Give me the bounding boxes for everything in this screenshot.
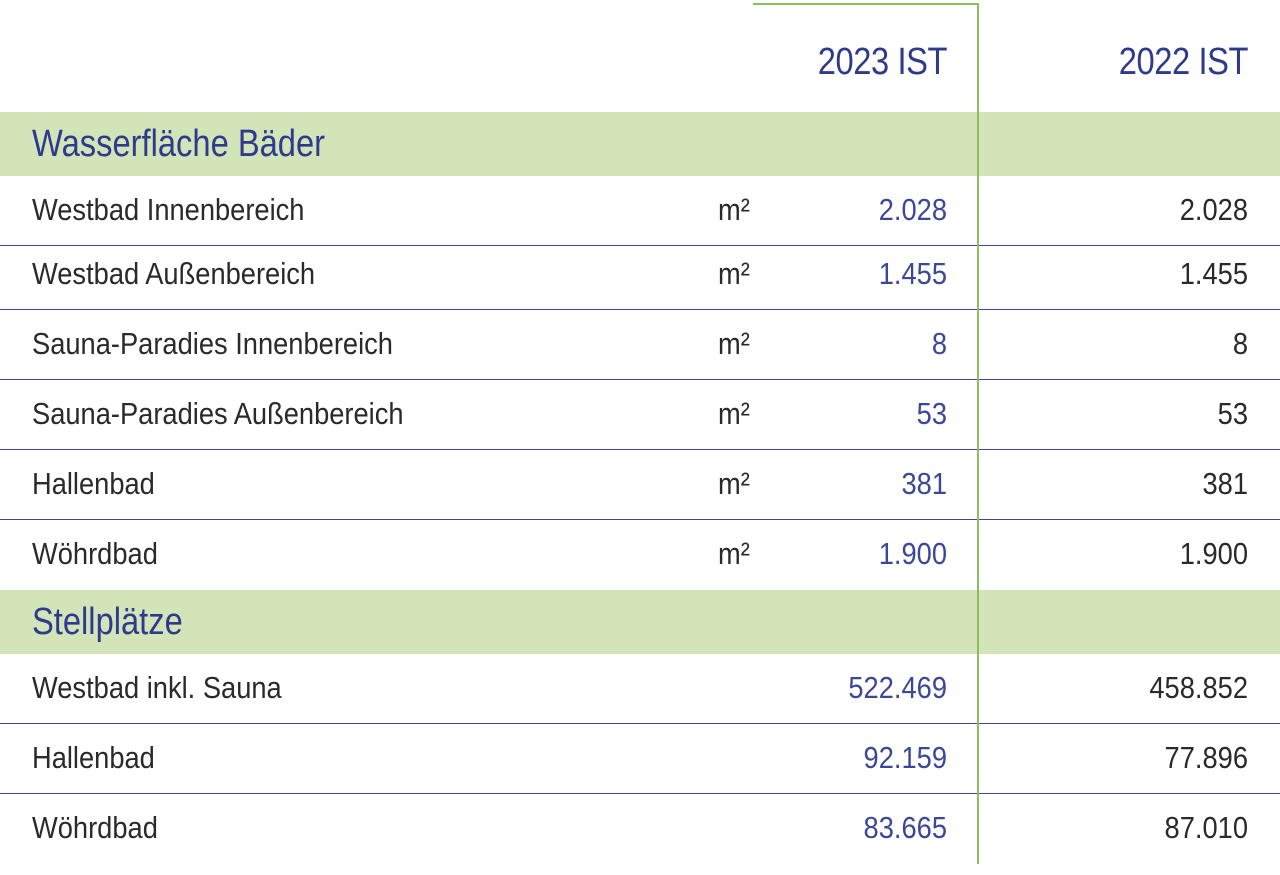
row-label: Westbad Außenbereich [32,256,316,291]
value-2022: 1.900 [1179,536,1248,571]
section-title: Wasserfläche Bäder [32,123,326,165]
row-label: Wöhrdbad [32,810,158,845]
table-row: Westbad inkl. Sauna 522.469 458.852 [0,654,1280,724]
value-2022: 458.852 [1149,670,1248,705]
column-header-2023: 2023 IST [817,41,948,83]
table-row: Hallenbad 92.159 77.896 [0,724,1280,794]
value-2023: 2.028 [878,192,947,227]
value-2022: 1.455 [1179,256,1248,291]
row-label: Hallenbad [32,466,155,501]
section-title: Stellplätze [32,601,183,643]
table-row: Westbad Außenbereich m² 1.455 1.455 [0,240,1280,310]
row-unit: m² [718,466,750,501]
table-header: 2023 IST 2022 IST [0,0,1280,112]
value-2023: 83.665 [863,810,947,845]
table-row: Wöhrdbad 83.665 87.010 [0,794,1280,864]
value-2022: 77.896 [1164,740,1248,775]
row-label: Westbad inkl. Sauna [32,670,282,705]
section-header-wasserflaeche: Wasserfläche Bäder [0,112,1280,176]
value-2023: 53 [916,396,947,431]
row-label: Sauna-Paradies Innenbereich [32,326,393,361]
table-row: Sauna-Paradies Außenbereich m² 53 53 [0,380,1280,450]
row-label: Sauna-Paradies Außenbereich [32,396,404,431]
value-2022: 2.028 [1179,192,1248,227]
row-label: Hallenbad [32,740,155,775]
table-row: Westbad Innenbereich m² 2.028 2.028 [0,176,1280,246]
column-divider [977,4,979,864]
row-label: Westbad Innenbereich [32,192,305,227]
table-row: Sauna-Paradies Innenbereich m² 8 8 [0,310,1280,380]
row-unit: m² [718,192,750,227]
value-2023: 92.159 [863,740,947,775]
row-unit: m² [718,326,750,361]
value-2023: 381 [901,466,947,501]
value-2023: 8 [931,326,947,361]
value-2022: 8 [1232,326,1248,361]
value-2022: 381 [1202,466,1248,501]
column-highlight-top-border [753,3,979,5]
row-unit: m² [718,536,750,571]
row-unit: m² [718,396,750,431]
table-row: Hallenbad m² 381 381 [0,450,1280,520]
value-2022: 87.010 [1164,810,1248,845]
section-header-stellplaetze: Stellplätze [0,590,1280,654]
value-2023: 1.900 [878,536,947,571]
value-2023: 522.469 [848,670,947,705]
table-row: Wöhrdbad m² 1.900 1.900 [0,520,1280,590]
column-header-2022: 2022 IST [1118,41,1249,83]
value-2022: 53 [1217,396,1248,431]
row-unit: m² [718,256,750,291]
value-2023: 1.455 [878,256,947,291]
row-label: Wöhrdbad [32,536,158,571]
